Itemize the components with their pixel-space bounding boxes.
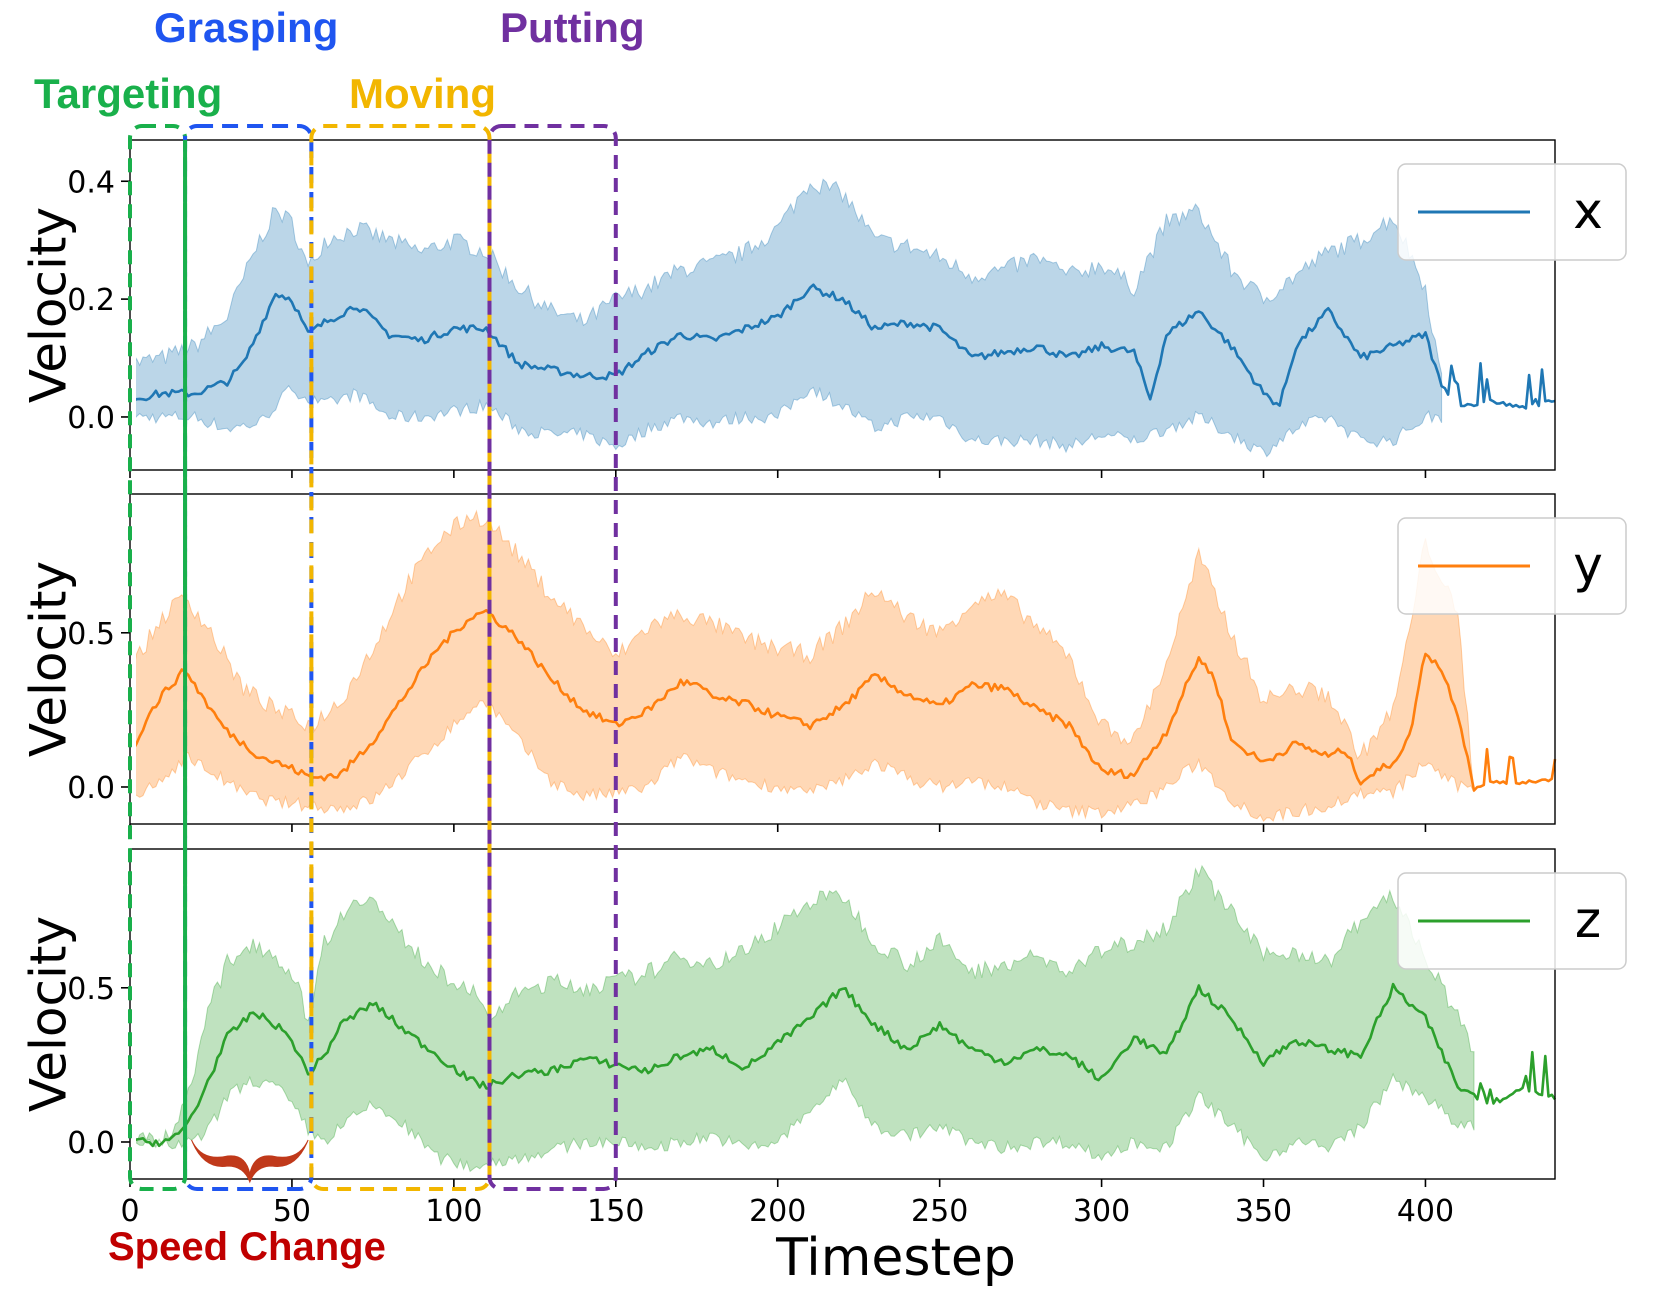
x-tick-label: 350: [1235, 1194, 1292, 1229]
phase-label-moving: Moving: [349, 70, 496, 117]
y-ticks-z: 0.0 0.5: [67, 972, 130, 1161]
y-tick-label: 0.5: [67, 972, 115, 1007]
y-axis-label-x: Velocity: [20, 207, 78, 403]
y-tick-label: 0.2: [67, 283, 115, 318]
x-tick-label: 0: [120, 1194, 139, 1229]
legend-label-x: x: [1573, 182, 1603, 240]
phase-boxes: [128, 124, 618, 1191]
y-axis-label-y: Velocity: [20, 561, 78, 757]
legend-label-z: z: [1575, 891, 1601, 949]
x-axis-label: Timestep: [775, 1228, 1016, 1288]
mean-line-x: [136, 283, 1556, 410]
speed-change-label: Speed Change: [108, 1225, 386, 1269]
x-tick-label: 200: [749, 1194, 806, 1229]
phase-label-targeting: Targeting: [34, 70, 222, 117]
phase-label-grasping: Grasping: [154, 4, 338, 51]
y-tick-label: 0.0: [67, 771, 115, 806]
x-tick-label: 50: [273, 1194, 311, 1229]
panel-x: 0.0 0.2 0.4 Velocity x: [20, 139, 1627, 478]
y-tick-label: 0.0: [67, 401, 115, 436]
y-tick-label: 0.5: [67, 617, 115, 652]
mean-line-y: [136, 609, 1557, 792]
x-tick-label: 150: [587, 1194, 644, 1229]
phase-labels: Targeting Grasping Moving Putting: [34, 4, 645, 117]
y-ticks-y: 0.0 0.5: [67, 617, 130, 806]
x-tick-marks-x: [129, 470, 1427, 478]
legend-x: x: [1397, 163, 1627, 261]
x-tick-label: 400: [1397, 1194, 1454, 1229]
axes-frame-y: [129, 493, 1556, 825]
phase-label-putting: Putting: [500, 4, 645, 51]
legend-z: z: [1397, 872, 1627, 970]
phase-box-putting: [487, 124, 618, 1191]
y-axis-label-z: Velocity: [20, 916, 78, 1112]
x-tick-label: 250: [911, 1194, 968, 1229]
mean-line-z: [136, 982, 1557, 1148]
x-tick-label: 300: [1073, 1194, 1130, 1229]
legend-y: y: [1397, 517, 1627, 615]
x-tick-label: 100: [425, 1194, 482, 1229]
panel-y: 0.0 0.5 Velocity y: [20, 493, 1627, 832]
x-tick-marks-y: [129, 824, 1427, 832]
band-y: [136, 509, 1475, 823]
x-ticks-z: 0 50 100 150 200 250 300 350 400: [120, 1179, 1454, 1229]
legend-label-y: y: [1573, 536, 1603, 594]
y-tick-label: 0.4: [67, 165, 115, 200]
y-tick-label: 0.0: [67, 1126, 115, 1161]
speed-change-brace: [191, 1139, 309, 1184]
y-ticks-x: 0.0 0.2 0.4: [67, 165, 130, 436]
band-x: [136, 178, 1443, 458]
band-z: [136, 864, 1475, 1173]
panel-z: 0.0 0.5 0 50 100 150 200 250 300 350 400 Velocity…: [20, 848, 1627, 1229]
